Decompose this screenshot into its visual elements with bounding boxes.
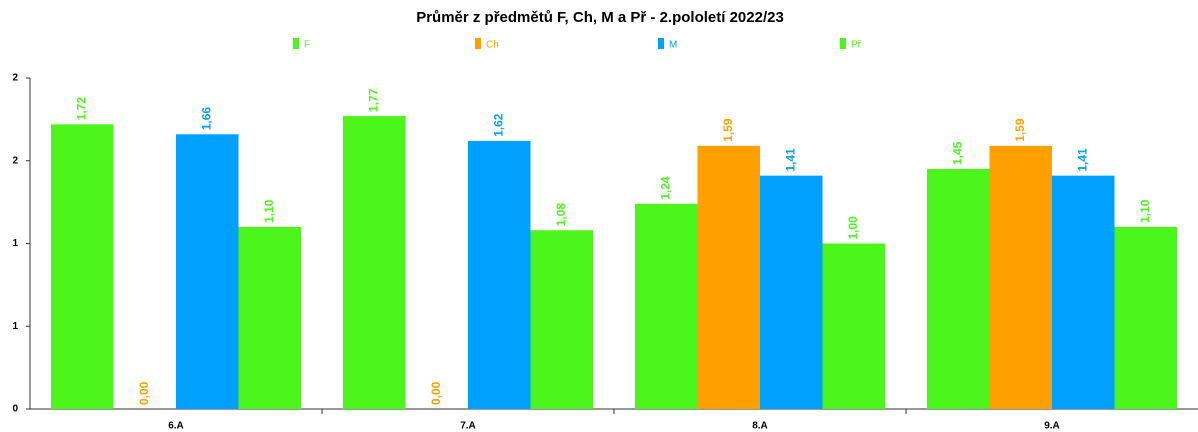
bar <box>1114 226 1177 409</box>
x-tick-label: 6.A <box>168 421 184 432</box>
legend-swatch <box>475 38 481 49</box>
y-tick-label: 0 <box>12 404 18 415</box>
bar <box>760 175 823 409</box>
x-tick-label: 9.A <box>1044 421 1060 432</box>
bar <box>822 243 885 409</box>
legend-label: Ch <box>486 40 499 51</box>
y-tick-label: 1 <box>12 238 18 249</box>
chart-title: Průměr z předmětů F, Ch, M a Př - 2.polo… <box>416 9 784 26</box>
bar <box>343 116 406 409</box>
y-tick-label: 2 <box>12 73 18 84</box>
legend-label: M <box>669 40 677 51</box>
value-label: 1,10 <box>1138 199 1152 223</box>
legend-swatch <box>293 38 299 49</box>
value-label: 1,45 <box>950 141 964 165</box>
bar <box>530 230 593 409</box>
value-label: 1,59 <box>1013 118 1027 142</box>
value-label: 1,24 <box>658 176 672 200</box>
value-label: 1,62 <box>491 113 505 137</box>
bar <box>927 169 990 409</box>
y-tick-label: 2 <box>12 155 18 166</box>
value-label: 0,00 <box>137 381 151 405</box>
value-label: 1,41 <box>1075 148 1089 172</box>
value-label: 1,41 <box>783 148 797 172</box>
bar <box>697 145 760 410</box>
bar <box>468 140 531 409</box>
value-label: 1,59 <box>721 118 735 142</box>
value-label: 1,10 <box>262 199 276 223</box>
x-tick-label: 7.A <box>460 421 476 432</box>
value-label: 1,08 <box>554 203 568 227</box>
bar <box>635 203 698 409</box>
value-label: 1,72 <box>74 97 88 121</box>
bar <box>176 134 239 409</box>
legend-swatch <box>840 38 846 49</box>
x-tick-label: 8.A <box>752 421 768 432</box>
value-label: 1,77 <box>366 88 380 112</box>
legend-swatch <box>658 38 664 49</box>
bar <box>238 226 301 409</box>
bar <box>989 145 1052 410</box>
bar <box>51 124 114 409</box>
value-label: 1,00 <box>846 216 860 240</box>
legend-label: F <box>304 40 310 51</box>
y-tick-label: 1 <box>12 321 18 332</box>
value-label: 0,00 <box>429 381 443 405</box>
legend-label: Př <box>851 40 862 51</box>
value-label: 1,66 <box>199 107 213 131</box>
bar <box>1052 175 1115 409</box>
